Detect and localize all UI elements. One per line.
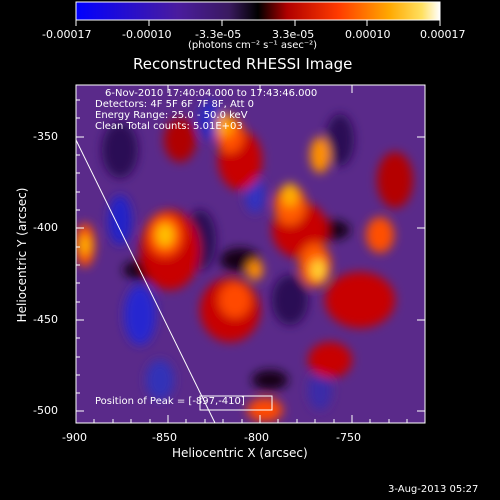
footer-date: 3-Aug-2013 05:27 (388, 484, 479, 495)
info-block: 6-Nov-2010 17:40:04.000 to 17:43:46.000 … (95, 88, 317, 132)
reconstructed-image (76, 85, 425, 423)
colorbar-tick-5: 0.00010 (345, 28, 391, 41)
info-time-range: 6-Nov-2010 17:40:04.000 to 17:43:46.000 (105, 88, 318, 99)
colorbar (75, 1, 441, 21)
x-axis-label: Heliocentric X (arcsec) (172, 446, 308, 460)
x-tick-800: -800 (244, 431, 269, 444)
y-tick-450: -450 (33, 313, 58, 326)
peak-label: Position of Peak = [-897,-410] (95, 396, 245, 407)
x-tick-850: -850 (152, 431, 177, 444)
y-tick-400: -400 (33, 221, 58, 234)
peak-marker-box (199, 395, 273, 411)
info-energy-range: Energy Range: 25.0 - 50.0 keV (95, 110, 248, 121)
x-tick-900: -900 (62, 431, 87, 444)
colorbar-tick-2: -0.00010 (122, 28, 172, 41)
y-tick-350: -350 (33, 130, 58, 143)
colorbar-tick-1: -0.00017 (42, 28, 92, 41)
colorbar-tick-6: 0.00017 (420, 28, 466, 41)
y-axis-ticks (76, 99, 425, 412)
y-tick-500: -500 (33, 404, 58, 417)
y-axis-label: Heliocentric Y (arcsec) (15, 187, 29, 323)
colorbar-unit-label: (photons cm⁻² s⁻¹ asec⁻²) (188, 40, 318, 51)
plot-frame (75, 84, 426, 424)
plot-title: Reconstructed RHESSI Image (133, 55, 353, 73)
colorbar-tick-4: 3.3e-05 (272, 28, 315, 41)
x-tick-750: -750 (336, 431, 361, 444)
colorbar-tick-3: -3.3e-05 (195, 28, 242, 41)
solar-limb-line (76, 139, 216, 423)
info-detectors: Detectors: 4F 5F 6F 7F 8F, Att 0 (95, 99, 255, 110)
x-axis-ticks (75, 85, 408, 423)
colorbar-ticks (75, 20, 441, 26)
info-clean-counts: Clean Total counts: 5.01E+03 (95, 121, 243, 132)
